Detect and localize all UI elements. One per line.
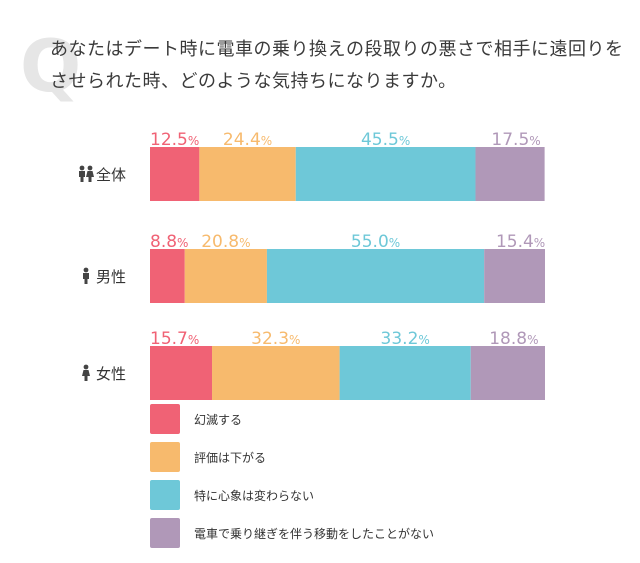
category-label: 女性 xyxy=(96,365,126,383)
bar-segment xyxy=(339,346,471,400)
data-label: 20.8% xyxy=(201,232,250,252)
data-label: 15.7% xyxy=(150,329,199,349)
legend-swatch xyxy=(150,518,180,548)
legend-swatch xyxy=(150,442,180,472)
category-label: 全体 xyxy=(96,166,126,184)
category-label: 男性 xyxy=(96,268,126,286)
bar-segment xyxy=(470,346,545,400)
data-label: 15.4% xyxy=(496,232,545,252)
data-label: 8.8% xyxy=(150,232,188,252)
legend-label: 特に心象は変わらない xyxy=(194,488,315,503)
bar-segment xyxy=(266,249,485,303)
man-icon xyxy=(83,267,89,284)
question-text: あなたはデート時に電車の乗り換えの段取りの悪さで相手に遠回りをさせられた時、どの… xyxy=(50,39,624,92)
legend-label: 幻滅する xyxy=(194,412,243,427)
data-label: 17.5% xyxy=(491,130,540,150)
data-label: 55.0% xyxy=(351,232,400,252)
data-label: 12.5% xyxy=(150,130,199,150)
legend: 幻滅する 評価は下がる 特に心象は変わらない 電車で乗り継ぎを伴う移動をしたこと… xyxy=(150,404,434,556)
data-label: 32.3% xyxy=(251,329,300,349)
bar-segment xyxy=(150,346,213,400)
bar-segment xyxy=(150,147,200,201)
q-mark: Q xyxy=(20,24,82,108)
legend-swatch xyxy=(150,480,180,510)
legend-item: 電車で乗り継ぎを伴う移動をしたことがない xyxy=(150,518,434,548)
stacked-bar-chart: 全体 12.5% 24.4% 45.5% 17.5% 男性 8.8% 20.8% 55.0% 15… xyxy=(79,130,545,400)
bar-segment xyxy=(150,249,185,303)
data-label: 33.2% xyxy=(381,329,430,349)
bar-segment xyxy=(484,249,545,303)
bar-segment xyxy=(212,346,340,400)
legend-label: 評価は下がる xyxy=(194,450,267,465)
data-label: 18.8% xyxy=(489,329,538,349)
legend-label: 電車で乗り継ぎを伴う移動をしたことがない xyxy=(194,526,435,541)
legend-swatch xyxy=(150,404,180,434)
legend-item: 幻滅する xyxy=(150,404,434,434)
bar-segment xyxy=(475,147,545,201)
bar-segment xyxy=(199,147,296,201)
bar-segment xyxy=(295,147,476,201)
bar-segment xyxy=(184,249,267,303)
legend-item: 特に心象は変わらない xyxy=(150,480,434,510)
people-icon xyxy=(79,165,94,182)
data-label: 45.5% xyxy=(361,130,410,150)
data-label: 24.4% xyxy=(223,130,272,150)
woman-icon xyxy=(82,364,90,381)
legend-item: 評価は下がる xyxy=(150,442,434,472)
